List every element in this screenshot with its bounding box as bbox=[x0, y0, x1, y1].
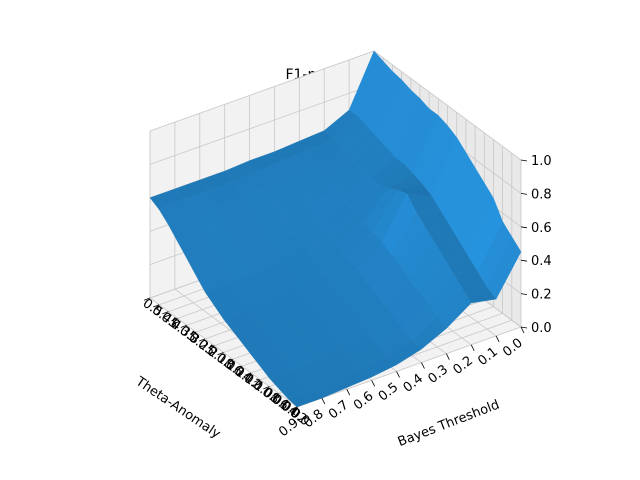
x-tick-mark bbox=[198, 338, 206, 342]
y-tick-mark bbox=[520, 326, 525, 334]
x-tick-mark bbox=[208, 345, 215, 349]
y-tick-mark bbox=[470, 344, 475, 351]
z-tick-label: 0.8 bbox=[531, 187, 552, 202]
z-tick-mark bbox=[520, 226, 528, 229]
y-tick-label: 0.2 bbox=[450, 353, 476, 378]
surface-plot bbox=[149, 50, 522, 408]
surface-patch bbox=[287, 389, 323, 408]
y-tick-mark bbox=[396, 371, 400, 378]
y-tick-label: 0.0 bbox=[500, 336, 526, 361]
y-tick-label: 0.5 bbox=[376, 380, 402, 405]
z-tick-label: 0.0 bbox=[531, 321, 552, 336]
z-tick-label: 1.0 bbox=[531, 154, 552, 169]
x-tick-mark bbox=[263, 386, 270, 390]
x-tick-mark bbox=[254, 379, 261, 383]
x-axis-label: Theta-Anomaly bbox=[132, 374, 223, 442]
y-tick-label: 0.1 bbox=[475, 344, 501, 369]
x-tick-mark bbox=[217, 352, 224, 356]
z-tick-label: 0.6 bbox=[531, 221, 552, 236]
y-tick-mark bbox=[321, 397, 326, 405]
x-tick-mark bbox=[281, 399, 288, 403]
y-tick-label: 0.3 bbox=[426, 362, 452, 387]
x-tick-mark bbox=[162, 311, 169, 315]
z-tick-mark bbox=[520, 259, 528, 262]
y-tick-mark bbox=[421, 362, 425, 369]
x-tick-mark bbox=[272, 392, 279, 396]
z-tick-label: 0.4 bbox=[531, 254, 552, 269]
y-tick-label: 0.8 bbox=[301, 407, 327, 432]
y-axis-label: Bayes Threshold bbox=[396, 397, 502, 450]
y-tick-mark bbox=[495, 335, 500, 343]
y-tick-mark bbox=[296, 406, 301, 414]
x-tick-mark bbox=[171, 318, 178, 322]
y-tick-label: 0.7 bbox=[326, 398, 352, 423]
y-tick-label: 0.6 bbox=[351, 389, 377, 414]
y-tick-mark bbox=[445, 353, 450, 360]
x-tick-mark bbox=[244, 372, 252, 376]
x-tick-mark bbox=[189, 331, 197, 335]
y-tick-mark bbox=[346, 389, 351, 396]
x-tick-mark bbox=[226, 358, 233, 362]
z-tick-mark bbox=[520, 326, 528, 329]
z-tick-label: 0.2 bbox=[531, 288, 552, 303]
x-tick-mark bbox=[235, 365, 243, 369]
z-tick-mark bbox=[520, 193, 528, 195]
x-tick-mark bbox=[153, 304, 160, 308]
y-tick-label: 0.4 bbox=[401, 371, 427, 396]
z-tick-mark bbox=[520, 159, 528, 162]
x-tick-mark bbox=[143, 297, 151, 301]
x-tick-mark bbox=[180, 324, 187, 328]
x-tick-mark bbox=[290, 406, 298, 410]
z-tick-mark bbox=[520, 293, 528, 295]
y-tick-mark bbox=[371, 380, 376, 387]
